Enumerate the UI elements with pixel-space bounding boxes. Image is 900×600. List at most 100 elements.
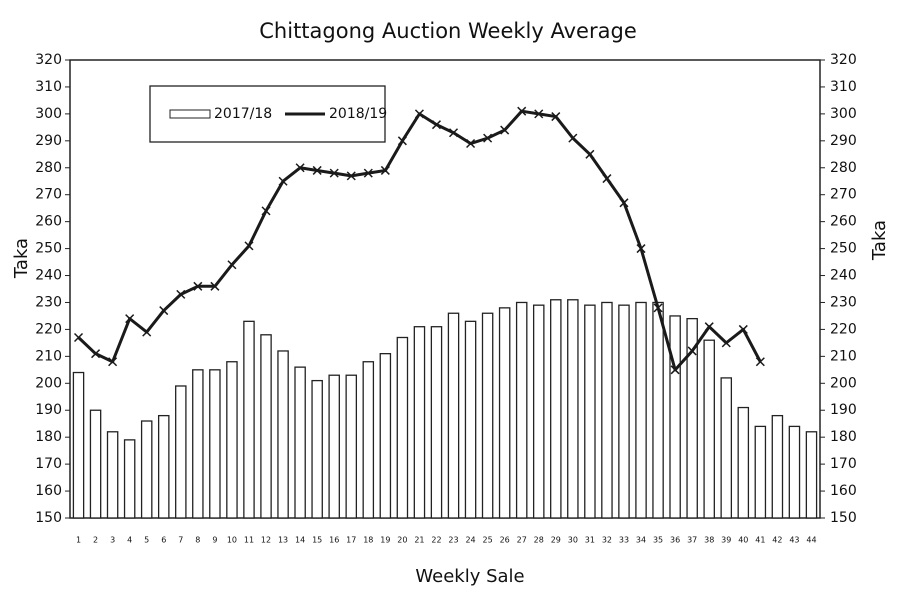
bar: [771, 414, 784, 519]
marker: [534, 109, 544, 119]
bar: [515, 301, 528, 519]
bar: [311, 379, 323, 519]
y-tick-label: 190: [35, 402, 62, 418]
y2-tick-label: 270: [830, 187, 857, 203]
y-tick-label: 290: [35, 133, 62, 149]
marker: [704, 322, 714, 332]
y2-tick-label: 210: [830, 348, 857, 364]
y2-tick-label: 250: [830, 241, 857, 257]
marker: [619, 198, 629, 208]
marker: [466, 138, 476, 149]
x-tick-label: 36: [670, 536, 680, 545]
y-axis-label: Taka: [11, 238, 32, 279]
y2-tick-label: 150: [830, 510, 857, 526]
bar: [618, 304, 630, 519]
x-tick-label: 29: [551, 536, 561, 545]
marker: [193, 281, 203, 291]
marker: [397, 136, 407, 146]
marker: [176, 289, 186, 299]
y2-tick-label: 190: [830, 402, 857, 418]
y-tick-label: 170: [35, 456, 62, 472]
y-tick-label: 270: [35, 187, 62, 203]
bar: [550, 299, 562, 519]
x-tick-label: 42: [772, 536, 782, 545]
x-tick-label: 22: [431, 536, 441, 545]
marker: [568, 133, 578, 143]
bar: [430, 326, 443, 519]
x-axis-label: Weekly Sale: [415, 566, 524, 587]
marker: [500, 125, 510, 135]
marker: [636, 244, 646, 254]
bar: [652, 301, 664, 519]
x-tick-label: 34: [636, 536, 646, 545]
x-tick-label: 24: [465, 536, 475, 545]
y-tick-label: 250: [35, 241, 62, 257]
x-tick-label: 25: [483, 536, 493, 545]
x-tick-label: 11: [244, 536, 254, 545]
bar: [805, 431, 818, 519]
x-tick-label: 5: [144, 536, 149, 545]
x-tick-label: 19: [380, 536, 390, 545]
bar: [464, 320, 477, 519]
bar: [106, 431, 119, 519]
marker: [380, 165, 390, 175]
y-tick-label: 220: [35, 321, 62, 337]
y2-tick-label: 300: [830, 106, 857, 122]
legend-label: 2018/19: [329, 106, 387, 122]
y2-tick-label: 160: [830, 483, 857, 499]
x-tick-label: 8: [195, 536, 200, 545]
bar: [175, 385, 187, 519]
bar: [123, 439, 136, 519]
bar: [140, 420, 153, 519]
y2-tick-label: 280: [830, 160, 857, 176]
bar: [260, 334, 272, 519]
y2-tick-label: 170: [830, 456, 857, 472]
y2-axis-label: Taka: [869, 220, 890, 261]
marker: [448, 128, 459, 138]
x-tick-label: 44: [806, 536, 816, 545]
x-tick-label: 10: [227, 536, 237, 545]
y-tick-label: 260: [35, 214, 62, 230]
marker: [159, 306, 169, 316]
marker: [329, 168, 339, 178]
marker: [551, 112, 561, 122]
legend-label: 2017/18: [214, 106, 272, 122]
bar: [209, 369, 221, 519]
x-tick-label: 30: [568, 536, 578, 545]
marker: [755, 357, 765, 367]
x-tick-label: 37: [687, 536, 697, 545]
x-tick-label: 12: [261, 536, 271, 545]
bar: [243, 320, 255, 519]
bar: [720, 377, 733, 519]
bar: [447, 312, 460, 519]
marker: [278, 176, 288, 186]
bar: [498, 307, 511, 519]
y2-tick-label: 240: [830, 268, 857, 284]
x-tick-label: 3: [110, 536, 115, 545]
marker: [431, 120, 442, 130]
y-tick-label: 160: [35, 483, 62, 499]
y2-tick-label: 260: [830, 214, 857, 230]
y-tick-label: 280: [35, 160, 62, 176]
x-tick-label: 1: [76, 536, 81, 545]
plot-frame: [69, 59, 821, 519]
x-tick-label: 14: [295, 536, 305, 545]
x-tick-label: 23: [448, 536, 458, 545]
marker: [312, 165, 322, 175]
y-tick-label: 230: [35, 294, 62, 310]
bar: [396, 336, 409, 519]
x-tick-label: 20: [397, 536, 407, 545]
y-tick-label: 180: [35, 429, 62, 445]
x-tick-label: 33: [619, 536, 629, 545]
x-tick-label: 7: [178, 536, 183, 545]
bar: [737, 406, 750, 519]
marker: [517, 106, 527, 116]
y2-tick-label: 290: [830, 133, 857, 149]
x-tick-label: 35: [653, 536, 663, 545]
x-tick-label: 17: [346, 536, 356, 545]
bar: [362, 361, 375, 519]
bar: [788, 425, 801, 519]
x-tick-label: 40: [738, 536, 748, 545]
marker: [125, 314, 135, 324]
